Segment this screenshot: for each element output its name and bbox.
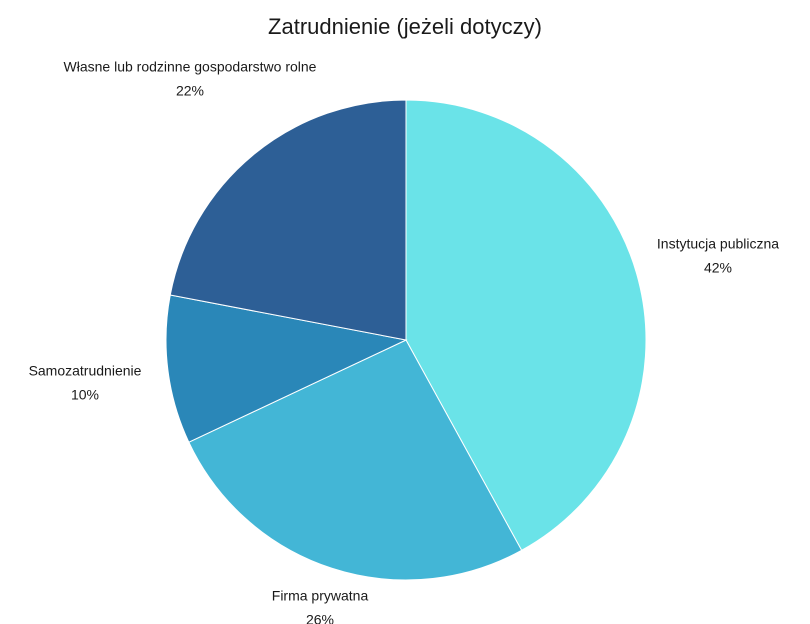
slice-value-label: 22%: [176, 83, 204, 99]
pie-slice: [169, 99, 407, 341]
slice-value-label: 42%: [704, 260, 732, 276]
slice-label: Samozatrudnienie: [29, 363, 142, 379]
slice-label: Firma prywatna: [272, 588, 369, 604]
pie-slice: [165, 294, 408, 443]
slice-label: Własne lub rodzinne gospodarstwo rolne: [64, 59, 317, 75]
slice-value-label: 10%: [71, 387, 99, 403]
slice-label: Instytucja publiczna: [657, 236, 779, 252]
chart-title: Zatrudnienie (jeżeli dotyczy): [268, 14, 542, 39]
slice-value-label: 26%: [306, 612, 334, 624]
pie-slice: [188, 339, 523, 581]
pie-slice: [405, 99, 647, 551]
